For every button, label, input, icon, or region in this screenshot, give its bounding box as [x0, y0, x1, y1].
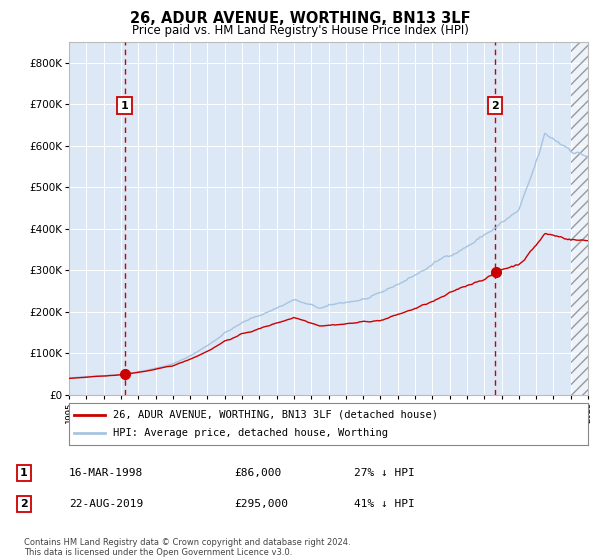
Text: 27% ↓ HPI: 27% ↓ HPI	[354, 468, 415, 478]
Text: 1: 1	[20, 468, 28, 478]
Text: HPI: Average price, detached house, Worthing: HPI: Average price, detached house, Wort…	[113, 428, 388, 438]
Text: 41% ↓ HPI: 41% ↓ HPI	[354, 499, 415, 509]
Bar	[571, 42, 588, 395]
Text: 26, ADUR AVENUE, WORTHING, BN13 3LF: 26, ADUR AVENUE, WORTHING, BN13 3LF	[130, 11, 470, 26]
Bar	[571, 42, 588, 395]
Text: £86,000: £86,000	[234, 468, 281, 478]
Text: 1: 1	[121, 100, 128, 110]
Text: Contains HM Land Registry data © Crown copyright and database right 2024.
This d: Contains HM Land Registry data © Crown c…	[24, 538, 350, 557]
Text: Price paid vs. HM Land Registry's House Price Index (HPI): Price paid vs. HM Land Registry's House …	[131, 24, 469, 36]
Text: 2: 2	[491, 100, 499, 110]
Text: £295,000: £295,000	[234, 499, 288, 509]
Text: 16-MAR-1998: 16-MAR-1998	[69, 468, 143, 478]
Text: 2: 2	[20, 499, 28, 509]
Text: 26, ADUR AVENUE, WORTHING, BN13 3LF (detached house): 26, ADUR AVENUE, WORTHING, BN13 3LF (det…	[113, 410, 438, 420]
Text: 22-AUG-2019: 22-AUG-2019	[69, 499, 143, 509]
